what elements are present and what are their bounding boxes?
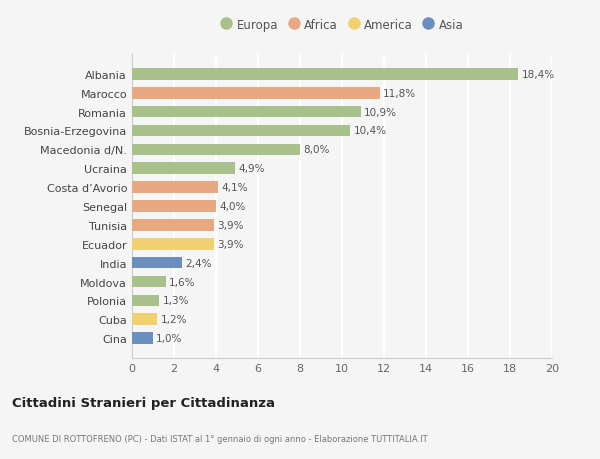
Bar [132, 163, 235, 175]
Bar [132, 144, 300, 156]
Text: 10,9%: 10,9% [364, 107, 397, 118]
Text: 4,9%: 4,9% [238, 164, 265, 174]
Text: Cittadini Stranieri per Cittadinanza: Cittadini Stranieri per Cittadinanza [12, 396, 275, 409]
Bar [132, 238, 214, 250]
Text: 3,9%: 3,9% [217, 220, 244, 230]
Text: 10,4%: 10,4% [353, 126, 386, 136]
Bar [132, 295, 160, 307]
Text: 1,3%: 1,3% [163, 296, 189, 306]
Bar [132, 88, 380, 99]
Bar [132, 276, 166, 288]
Text: 4,0%: 4,0% [219, 202, 245, 212]
Bar [132, 182, 218, 194]
Text: 3,9%: 3,9% [217, 239, 244, 249]
Bar [132, 314, 157, 325]
Text: 18,4%: 18,4% [521, 70, 554, 80]
Text: 8,0%: 8,0% [303, 145, 329, 155]
Bar [132, 333, 153, 344]
Bar [132, 201, 216, 213]
Text: 2,4%: 2,4% [185, 258, 212, 268]
Text: 1,6%: 1,6% [169, 277, 195, 287]
Bar [132, 69, 518, 80]
Text: 1,2%: 1,2% [160, 314, 187, 325]
Text: 11,8%: 11,8% [383, 89, 416, 99]
Bar [132, 257, 182, 269]
Bar [132, 106, 361, 118]
Text: 4,1%: 4,1% [221, 183, 248, 193]
Bar [132, 125, 350, 137]
Bar [132, 219, 214, 231]
Legend: Europa, Africa, America, Asia: Europa, Africa, America, Asia [215, 14, 469, 36]
Text: COMUNE DI ROTTOFRENO (PC) - Dati ISTAT al 1° gennaio di ogni anno - Elaborazione: COMUNE DI ROTTOFRENO (PC) - Dati ISTAT a… [12, 434, 428, 442]
Text: 1,0%: 1,0% [156, 333, 182, 343]
